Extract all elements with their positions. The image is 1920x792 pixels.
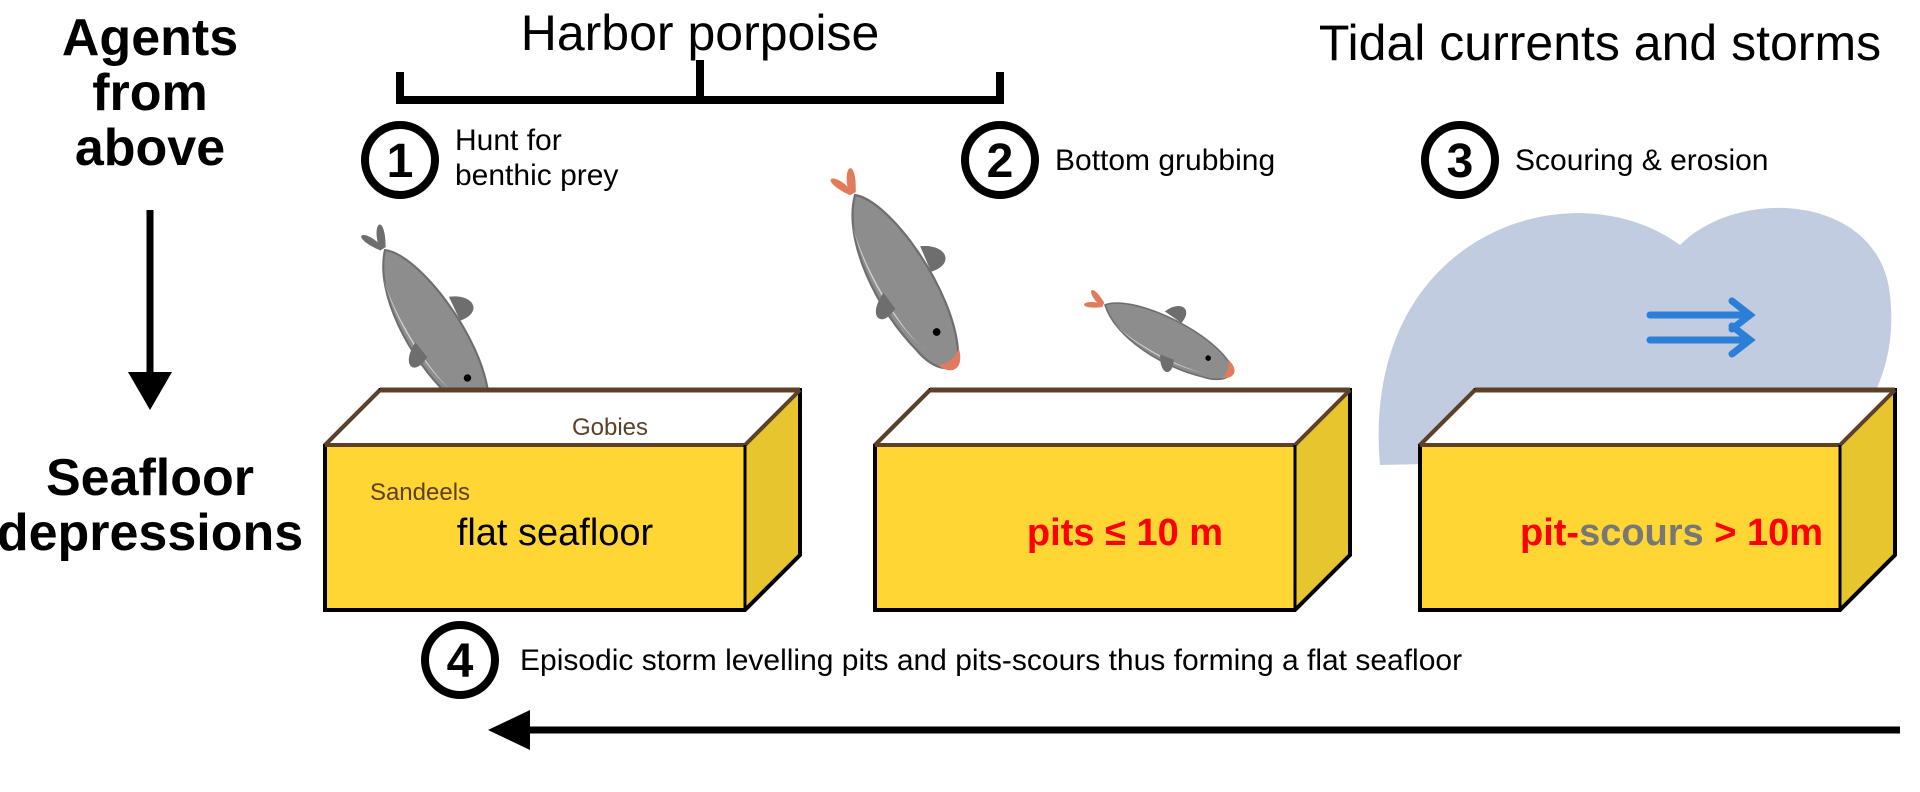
step-3-number: 3 [1447,135,1474,188]
step-1-number: 1 [387,135,414,188]
harbor-header: Harbor porpoise [521,5,880,61]
seafloor-title-l1: Seafloor [46,449,254,507]
tidal-header: Tidal currents and storms [1319,15,1881,71]
step-4-label: Episodic storm levelling pits and pits-s… [520,644,1462,677]
step-3-label: Scouring & erosion [1515,144,1768,177]
panel-3-block [1420,390,1895,610]
agents-title-l1: Agents [62,9,238,67]
panel-1-caption: flat seafloor [457,512,654,554]
feedback-arrow-head [488,710,530,750]
harbor-bracket [400,60,1000,100]
panel-2-caption: pits ≤ 10 m [1027,512,1223,554]
seafloor-title-l2: depressions [0,504,303,562]
sandeels-label: Sandeels [370,479,470,506]
panel-2-block [875,390,1350,610]
step-4-number: 4 [447,635,474,688]
porpoise-icon [1074,266,1250,401]
step-1-label-b: benthic prey [455,159,618,192]
porpoise-icon [806,149,997,390]
step-2-number: 2 [987,135,1014,188]
step-1-label-a: Hunt for [455,124,562,157]
gobies-label: Gobies [572,414,648,441]
agents-title-l3: above [75,119,225,177]
down-arrow-head [128,372,172,410]
step-2-label: Bottom grubbing [1055,144,1275,177]
panel-3-caption: pit-scours > 10m [1520,512,1823,554]
agents-title-l2: from [92,64,208,122]
